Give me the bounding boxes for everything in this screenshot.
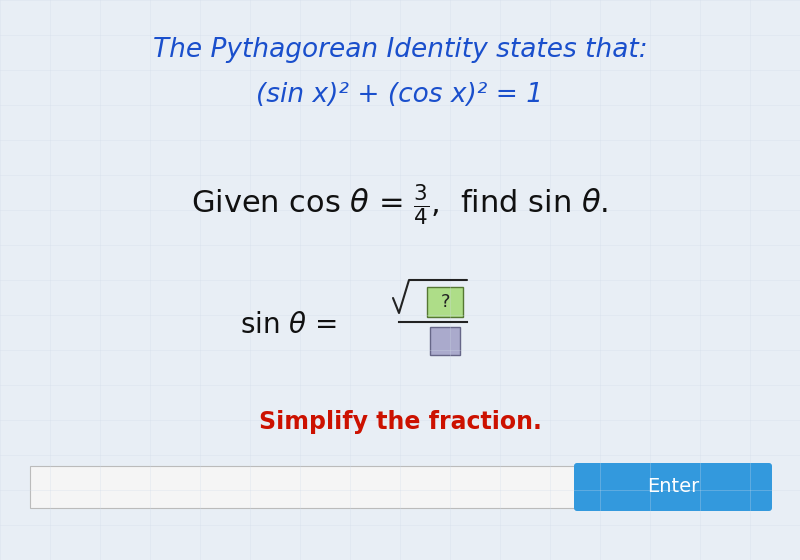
Text: (sin x)² + (cos x)² = 1: (sin x)² + (cos x)² = 1: [257, 82, 543, 108]
FancyBboxPatch shape: [30, 466, 575, 508]
FancyBboxPatch shape: [430, 327, 460, 355]
Text: Enter: Enter: [647, 478, 699, 497]
Text: The Pythagorean Identity states that:: The Pythagorean Identity states that:: [153, 37, 647, 63]
Text: sin $\theta$ =: sin $\theta$ =: [240, 311, 337, 339]
Text: Given cos $\theta$ = $\frac{3}{4}$,  find sin $\theta$.: Given cos $\theta$ = $\frac{3}{4}$, find…: [191, 182, 609, 228]
FancyBboxPatch shape: [427, 287, 463, 317]
Text: Simplify the fraction.: Simplify the fraction.: [258, 410, 542, 434]
Text: ?: ?: [440, 293, 450, 311]
FancyBboxPatch shape: [574, 463, 772, 511]
